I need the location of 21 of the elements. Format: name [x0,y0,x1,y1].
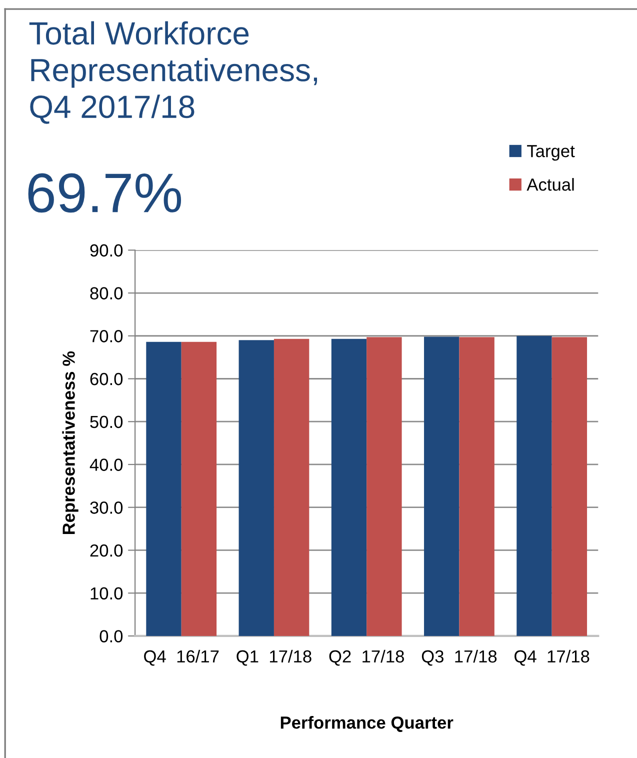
x-tick-label: Q2 17/18 [329,650,404,666]
x-axis-title: Performance Quarter [280,716,454,732]
chart-title: Total Workforce Representativeness, Q4 2017/18 [29,21,318,124]
x-tick-label: Q4 17/18 [514,650,590,666]
y-tick-label: 50.0 [90,416,123,428]
y-tick-label: 90.0 [90,244,123,257]
y-tick-label: 70.0 [90,330,123,342]
x-tick-label: Q1 17/18 [236,650,312,666]
y-tick-label: 60.0 [90,372,123,386]
x-tick-label: Q4 16/17 [144,650,219,666]
y-tick-label: 80.0 [90,287,123,300]
legend-label: Target [527,145,575,161]
y-tick-label: 0.0 [100,630,123,642]
x-tick-label: Q3 17/18 [422,650,497,666]
y-axis-title: Representativeness % [62,351,78,534]
y-tick-label: 10.0 [90,587,123,600]
legend-label: Actual [526,178,574,191]
y-tick-label: 30.0 [90,502,123,514]
y-tick-label: 20.0 [90,544,123,557]
chart-subtitle: 69.7% [28,173,182,213]
y-tick-label: 40.0 [90,458,123,471]
